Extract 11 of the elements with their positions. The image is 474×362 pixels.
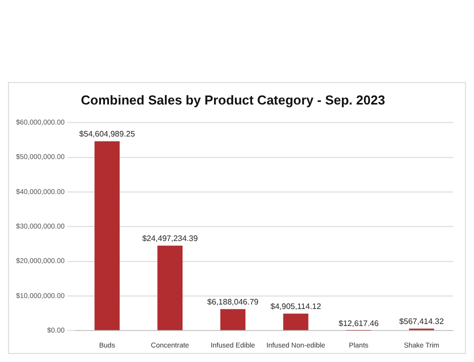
bar (94, 141, 120, 330)
bar (157, 246, 183, 330)
chart-title: Combined Sales by Product Category - Sep. 2023 (80, 92, 386, 108)
data-label: $4,905,114.12 (270, 302, 322, 311)
data-label: $6,188,046.79 (207, 297, 260, 306)
bar (220, 309, 246, 330)
data-label: $54,604,989.25 (79, 130, 136, 139)
bar (283, 314, 308, 330)
data-label: $567,414.32 (399, 316, 444, 326)
data-label: $24,497,234.39 (142, 234, 198, 243)
data-label: $12,617.46 (338, 318, 380, 328)
